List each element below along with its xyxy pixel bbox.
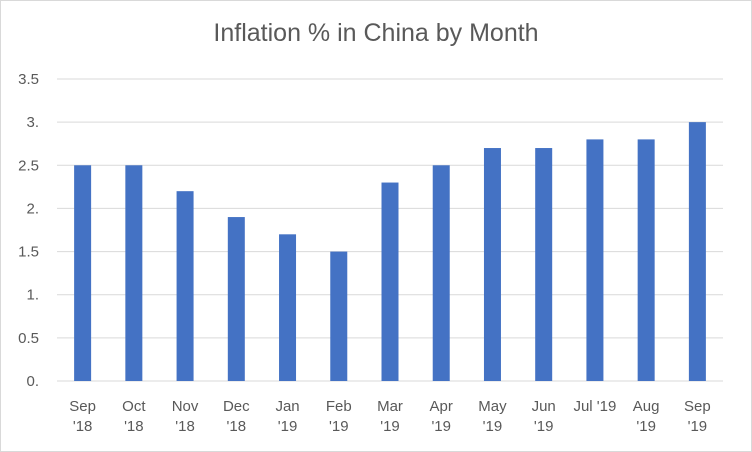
x-tick-label: Sep '19 (684, 398, 711, 435)
x-tick-label: Feb '19 (326, 398, 352, 435)
y-tick-label: 1.5 (18, 244, 39, 261)
bar (330, 251, 348, 381)
y-tick-label: 2.5 (18, 157, 39, 174)
y-tick-label: 1. (26, 287, 39, 304)
y-tick-label: 0.5 (18, 330, 39, 347)
y-tick-label: 2. (26, 200, 39, 217)
x-tick-label: Sep '18 (69, 398, 96, 435)
x-tick-label: May '19 (478, 398, 507, 435)
bar (176, 191, 194, 381)
bar (637, 139, 655, 381)
bars (74, 122, 706, 382)
bar (279, 234, 297, 381)
x-tick-label: Jan '19 (275, 398, 299, 435)
bar (227, 217, 245, 381)
y-axis-tick-labels: 0. 0.5 1. 1.5 2. 2.5 3. 3.5 (18, 71, 39, 390)
y-tick-label: 3.5 (18, 71, 39, 88)
x-tick-label: Dec '18 (223, 398, 250, 435)
x-tick-label: Aug '19 (633, 398, 660, 435)
bar (688, 122, 706, 382)
bar (125, 165, 143, 381)
y-tick-label: 0. (26, 373, 39, 390)
x-tick-label: Mar '19 (377, 398, 403, 435)
x-tick-label: Jun '19 (532, 398, 556, 435)
x-axis-tick-labels: Sep '18 Oct '18 Nov '18 Dec '18 Jan '19 Feb '19 Mar '… (69, 398, 710, 435)
x-tick-label: Apr '19 (430, 398, 453, 435)
bar (535, 148, 553, 381)
bar (74, 165, 92, 381)
x-tick-label: Jul '19 (573, 398, 616, 415)
bar (586, 139, 604, 381)
bar (432, 165, 450, 381)
bar (381, 182, 399, 381)
x-tick-label: Oct '18 (122, 398, 146, 435)
bar (483, 148, 501, 381)
y-tick-label: 3. (26, 114, 39, 131)
x-tick-label: Nov '18 (172, 398, 199, 435)
chart-title: Inflation % in China by Month (213, 19, 539, 47)
